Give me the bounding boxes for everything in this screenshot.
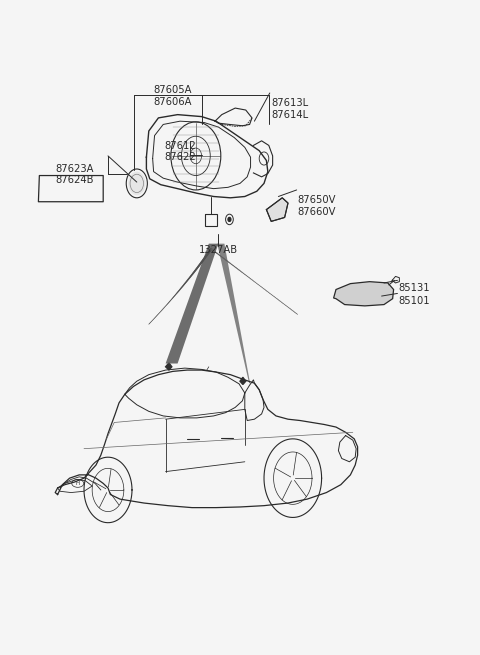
Text: 87605A
87606A: 87605A 87606A xyxy=(154,85,192,107)
Polygon shape xyxy=(217,244,250,383)
Polygon shape xyxy=(240,377,246,384)
Circle shape xyxy=(128,172,145,195)
Circle shape xyxy=(228,217,231,221)
Text: 87623A
87624B: 87623A 87624B xyxy=(55,164,94,185)
Text: 87613L
87614L: 87613L 87614L xyxy=(271,98,308,120)
Text: 85131: 85131 xyxy=(398,283,430,293)
Polygon shape xyxy=(334,282,394,306)
Polygon shape xyxy=(166,363,172,370)
Bar xyxy=(205,214,217,226)
Text: 87650V
87660V: 87650V 87660V xyxy=(298,195,336,217)
Text: 1327AB: 1327AB xyxy=(199,245,238,255)
Text: 87612
87622: 87612 87622 xyxy=(164,141,196,162)
Text: H: H xyxy=(76,481,80,486)
Text: 85101: 85101 xyxy=(398,296,430,306)
Polygon shape xyxy=(266,198,288,221)
Polygon shape xyxy=(166,244,218,364)
